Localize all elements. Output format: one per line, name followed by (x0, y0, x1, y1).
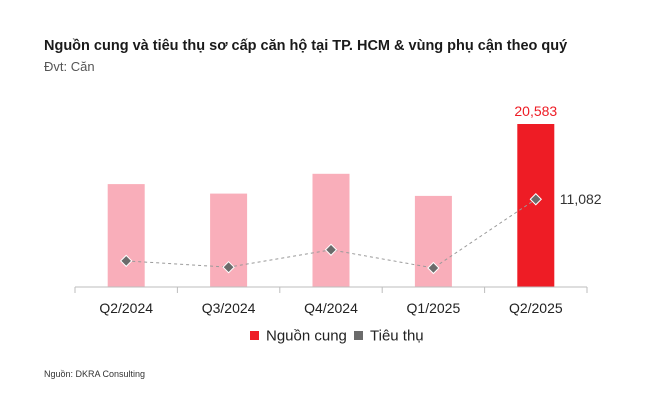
bar-q4-2024 (312, 173, 350, 287)
chart-subtitle: Đvt: Căn (44, 59, 95, 74)
x-tick-label: Q3/2024 (202, 300, 256, 316)
x-tick-label: Q2/2024 (99, 300, 153, 316)
legend-label-nguon-cung: Nguồn cung (266, 328, 347, 345)
legend-swatch-tieu-thu (354, 331, 363, 340)
x-tick-label: Q1/2025 (407, 300, 461, 316)
data-label-tieu-thu: 11,082 (560, 191, 602, 207)
bar-q2-2025 (517, 124, 555, 287)
point-q4-2024 (324, 243, 338, 256)
legend-swatch-nguon-cung (250, 331, 259, 340)
x-tick-label: Q4/2024 (304, 300, 358, 316)
point-q1-2025 (427, 261, 440, 275)
chart-title: Nguồn cung và tiêu thụ sơ cấp căn hộ tại… (44, 38, 568, 54)
bar-q2-2024 (107, 184, 145, 287)
point-q2-2025 (529, 193, 543, 206)
data-label-nguon-cung: 20,583 (514, 103, 557, 119)
x-tick-label: Q2/2025 (509, 300, 563, 316)
legend-label-tieu-thu: Tiêu thụ (370, 328, 424, 345)
point-q3-2024 (222, 260, 235, 274)
chart-source: Nguồn: DKRA Consulting (44, 369, 146, 379)
point-q2-2024 (119, 254, 133, 268)
